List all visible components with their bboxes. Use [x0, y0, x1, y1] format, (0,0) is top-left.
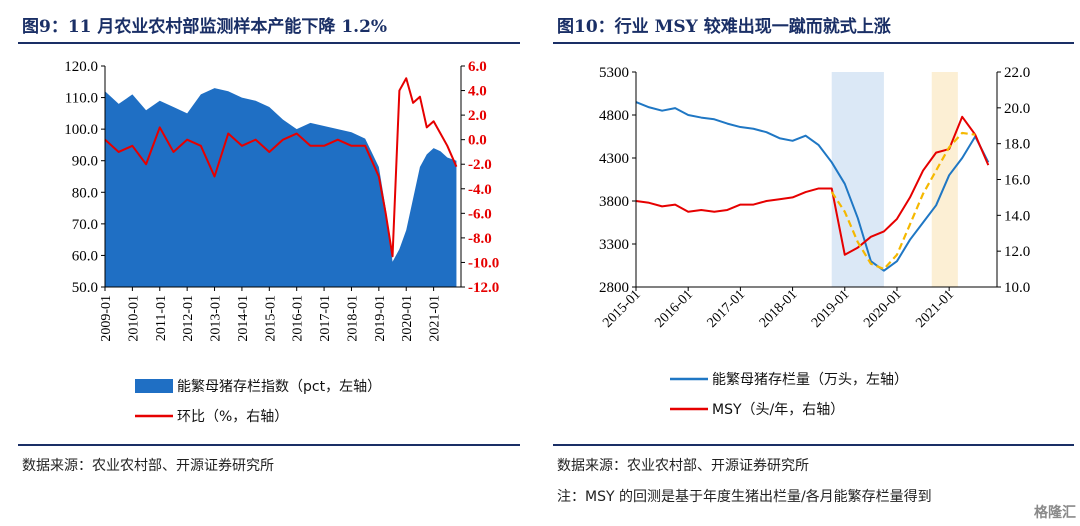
left-title-rule	[18, 42, 520, 44]
left-source-text: 数据来源：农业农村部、开源证券研究所	[22, 458, 274, 474]
right-chart: 2800 3300 3800 4300 4800 5300 10.0 12.0 14.0 16.0…	[599, 65, 1030, 418]
x-tick-label: 2017-01	[705, 287, 749, 331]
right-tick-label: 2.0	[468, 108, 487, 124]
right-note-text: 注：MSY 的回测是基于年度生猪出栏量/各月能繁存栏量得到	[557, 489, 932, 505]
x-tick-label: 2021-01	[913, 287, 957, 331]
shaded-range-1	[931, 72, 958, 287]
right-tick-label: -6.0	[468, 206, 492, 222]
x-tick-label: 2019-01	[373, 295, 388, 342]
shaded-range-0	[831, 72, 884, 287]
right-tick-label: -2.0	[468, 157, 492, 173]
x-tick-label: 2020-01	[400, 295, 415, 342]
right-tick-label: 4.0	[468, 84, 487, 100]
x-tick-label: 2021-01	[428, 295, 443, 342]
left-tick-label: 110.0	[65, 91, 98, 107]
legend-label: MSY（头/年，右轴）	[712, 402, 844, 418]
x-tick-label: 2009-01	[99, 295, 114, 342]
watermark-logo: 格隆汇	[1034, 505, 1076, 521]
left-tick-label: 60.0	[72, 248, 98, 264]
right-source-rule	[553, 444, 1074, 446]
left-tick-label: 3800	[599, 194, 629, 210]
x-tick-label: 2016-01	[652, 287, 696, 331]
x-tick-label: 2018-01	[345, 295, 360, 342]
left-tick-label: 90.0	[72, 154, 98, 170]
series-line-1	[635, 115, 990, 256]
right-chart-title: 图10：行业 MSY 较难出现一蹴而就式上涨	[557, 17, 891, 37]
x-tick-label: 2016-01	[291, 295, 306, 342]
series-area-0	[105, 88, 457, 287]
x-tick-label: 2019-01	[809, 287, 853, 331]
left-chart-title: 图9：11 月农业农村部监测样本产能下降 1.2%	[22, 17, 388, 37]
right-tick-label: -8.0	[468, 231, 492, 247]
x-tick-label: 2012-01	[181, 295, 196, 342]
legend-label: 能繁母猪存栏指数（pct，左轴）	[177, 379, 381, 395]
right-tick-label: 14.0	[1004, 208, 1030, 224]
x-tick-label: 2010-01	[126, 295, 141, 342]
legend-label: 环比（%，右轴）	[177, 409, 288, 425]
x-tick-label: 2018-01	[757, 287, 801, 331]
right-tick-label: -4.0	[468, 182, 492, 198]
left-tick-label: 2800	[599, 280, 629, 296]
series-line-1	[104, 77, 458, 258]
right-tick-label: 20.0	[1004, 101, 1030, 117]
left-tick-label: 50.0	[72, 280, 98, 296]
legend-label: 能繁母猪存栏量（万头，左轴）	[712, 372, 908, 388]
right-tick-label: 22.0	[1004, 65, 1030, 81]
series-line-0	[635, 101, 990, 272]
right-tick-label: -10.0	[468, 255, 499, 271]
right-tick-label: 6.0	[468, 59, 487, 75]
right-source-text: 数据来源：农业农村部、开源证券研究所	[557, 458, 809, 474]
left-panel: 图9：11 月农业农村部监测样本产能下降 1.2% 50.0 60.0 70.0 80…	[0, 0, 530, 526]
x-tick-label: 2020-01	[861, 287, 905, 331]
left-tick-label: 4300	[599, 151, 629, 167]
x-tick-label: 2017-01	[318, 295, 333, 342]
left-chart: 50.0 60.0 70.0 80.0 90.0 100.0 110.0 120.0 -12.0…	[64, 59, 499, 425]
right-tick-label: 16.0	[1004, 173, 1030, 189]
right-tick-label: 10.0	[1004, 280, 1030, 296]
left-tick-label: 120.0	[64, 59, 98, 75]
left-tick-label: 70.0	[72, 217, 98, 233]
x-tick-label: 2011-01	[154, 295, 169, 341]
x-tick-label: 2014-01	[236, 295, 251, 342]
left-tick-label: 80.0	[72, 185, 98, 201]
x-tick-label: 2015-01	[263, 295, 278, 342]
left-tick-label: 3300	[599, 237, 629, 253]
left-tick-label: 4800	[599, 108, 629, 124]
right-tick-label: 18.0	[1004, 137, 1030, 153]
right-tick-label: 0.0	[468, 133, 487, 149]
x-tick-label: 2013-01	[209, 295, 224, 342]
right-title-rule	[553, 42, 1074, 44]
legend-swatch	[135, 379, 173, 393]
left-tick-label: 100.0	[64, 122, 98, 138]
right-tick-label: -12.0	[468, 280, 499, 296]
right-tick-label: 12.0	[1004, 244, 1030, 260]
right-panel: 图10：行业 MSY 较难出现一蹴而就式上涨 2800 3300 3800 4300 4…	[545, 0, 1080, 526]
left-source-rule	[18, 444, 520, 446]
left-tick-label: 5300	[599, 65, 629, 81]
